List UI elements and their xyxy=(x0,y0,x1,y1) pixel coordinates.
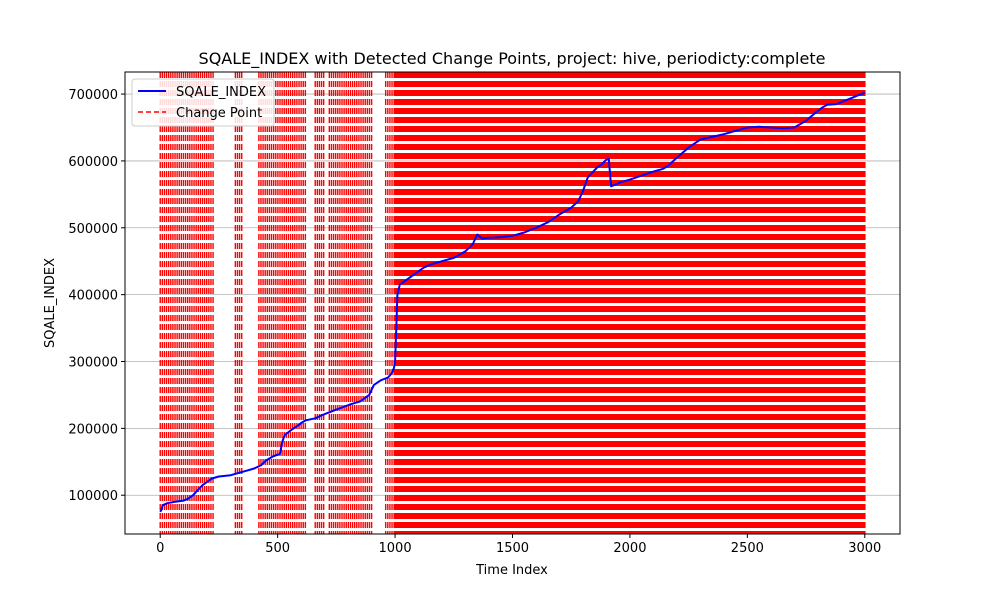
y-tick-label-0: 100000 xyxy=(68,489,118,504)
x-tick-label-0: 0 xyxy=(156,541,164,556)
y-axis-ticks: 100000 200000 300000 400000 500000 600000 7000… xyxy=(68,88,125,504)
y-tick-label-5: 600000 xyxy=(68,155,118,170)
x-tick-label-3: 1500 xyxy=(496,541,529,556)
legend-label-change-point: Change Point xyxy=(176,106,262,121)
legend-box xyxy=(131,78,275,127)
series-layer xyxy=(159,91,866,513)
x-tick-label-2: 1000 xyxy=(379,541,412,556)
y-tick-label-6: 700000 xyxy=(68,88,118,103)
x-tick-label-6: 3000 xyxy=(848,541,881,556)
y-axis-label: SQALE_INDEX xyxy=(43,258,58,348)
change-point-lines xyxy=(159,72,866,534)
y-tick-label-3: 400000 xyxy=(68,289,118,304)
legend: SQALE_INDEX Change Point xyxy=(131,78,275,127)
x-tick-label-5: 2500 xyxy=(731,541,764,556)
x-axis-label: Time Index xyxy=(475,563,548,578)
series-line-sqale-index xyxy=(159,91,866,513)
y-tick-label-4: 500000 xyxy=(68,222,118,237)
y-tick-label-1: 200000 xyxy=(68,422,118,437)
x-axis-ticks: 0 500 1000 1500 2000 2500 3000 xyxy=(156,534,881,556)
x-tick-label-4: 2000 xyxy=(613,541,646,556)
chart-title: SQALE_INDEX with Detected Change Points,… xyxy=(199,49,826,69)
x-tick-label-1: 500 xyxy=(265,541,290,556)
y-tick-label-2: 300000 xyxy=(68,356,118,371)
legend-label-sqale-index: SQALE_INDEX xyxy=(176,85,266,100)
